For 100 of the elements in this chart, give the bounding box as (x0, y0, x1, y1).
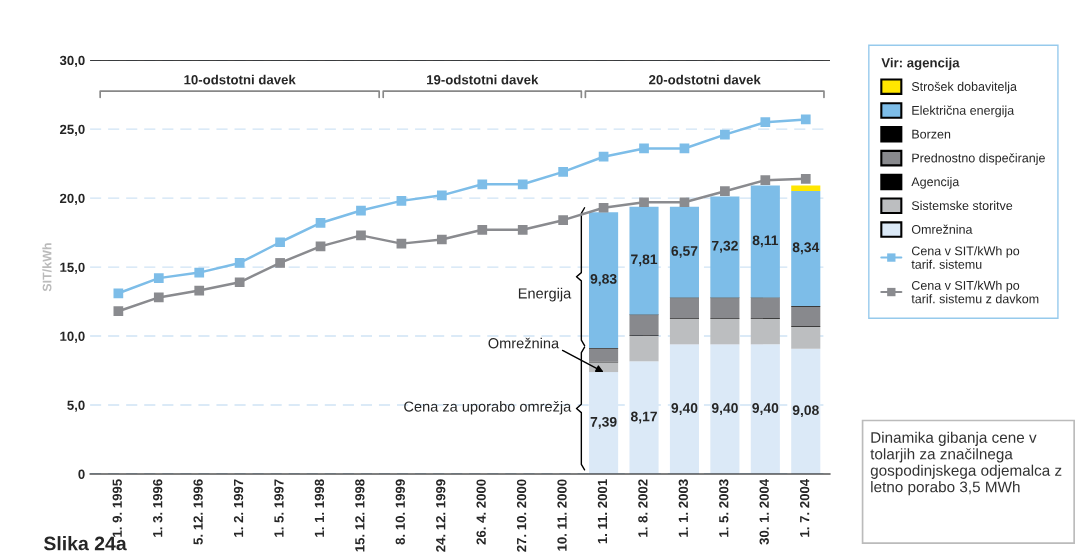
x-tick-label: 27. 10. 2000 (516, 479, 527, 552)
point (194, 267, 205, 278)
legend-title: Vir: agencija (881, 57, 960, 71)
x-tick-label: 1. 3. 1996 (152, 479, 163, 537)
data-label: 8,11 (752, 235, 779, 248)
legend-label: Borzen (912, 129, 951, 139)
point (679, 197, 690, 208)
y-axis-title: SIT/kWh (42, 243, 52, 292)
legend-label: Električna energija (912, 105, 1015, 118)
x-tick-label: 1. 2. 1997 (233, 479, 244, 537)
point (153, 273, 164, 283)
data-label: 9,08 (792, 405, 819, 418)
y-tick-label: 30,0 (59, 55, 85, 67)
point (275, 237, 285, 248)
point (639, 143, 649, 154)
point (113, 306, 124, 317)
y-tick-label: 25,0 (59, 124, 85, 136)
point (234, 258, 245, 268)
legend-label: Omrežnina (911, 224, 973, 234)
bar (710, 298, 740, 319)
point (356, 205, 366, 216)
bar (791, 190, 821, 306)
data-label: 6,57 (671, 246, 698, 258)
x-tick-label: 1. 5. 1997 (274, 479, 284, 537)
point (517, 224, 528, 235)
annotation: 19-odstotni davek (427, 74, 539, 85)
x-tick-label: 1. 7. 2004 (799, 478, 810, 537)
bar (589, 212, 619, 348)
point (356, 230, 366, 241)
point (800, 173, 811, 184)
point (598, 202, 609, 213)
legend-label: Cena v SIT/kWh po tarif. sistemu z davkom (911, 280, 1039, 304)
y-tick-label: 10,0 (60, 331, 85, 343)
x-tick-label: 1. 9. 1995 (112, 479, 122, 537)
x-tick-label: 1. 8. 2002 (638, 479, 648, 537)
bar (629, 315, 659, 336)
data-label: 7,32 (711, 240, 738, 253)
y-tick-label: 0 (78, 469, 85, 479)
data-label: 9,40 (671, 403, 698, 415)
point (760, 117, 771, 128)
point (517, 179, 528, 190)
bar (791, 326, 821, 349)
y-tick-label: 20,0 (59, 193, 85, 205)
bar (629, 335, 659, 362)
annotation: 10-odstotni davek (184, 74, 296, 85)
point (234, 277, 245, 288)
point (113, 288, 124, 299)
bar (710, 196, 740, 298)
point (558, 215, 569, 226)
annotation: Cena za uporabo omrežja (404, 400, 572, 415)
data-label: 9,40 (752, 403, 779, 415)
point (153, 292, 164, 303)
legend-label: Sistemske storitve (911, 200, 1013, 211)
x-tick-label: 24. 12. 1999 (436, 479, 446, 552)
x-tick-label: 1. 1. 2003 (678, 479, 689, 537)
point (720, 186, 730, 197)
x-tick-label: 26. 4. 2000 (476, 479, 486, 545)
data-label: 9,40 (711, 403, 738, 415)
bar (629, 206, 659, 315)
bar (710, 318, 740, 345)
data-label: 8,17 (630, 411, 657, 424)
x-tick-label: 8. 10. 1999 (395, 479, 405, 545)
data-label: 7,39 (590, 416, 617, 429)
point (436, 234, 447, 245)
y-tick-label: 15,0 (60, 262, 85, 274)
x-tick-label: 1. 5. 2003 (719, 479, 729, 537)
point (639, 197, 649, 208)
bar (750, 185, 780, 298)
x-tick-label: 5. 12. 1996 (193, 479, 203, 545)
bar (589, 348, 619, 362)
bar (750, 318, 780, 345)
legend-label: Cena v SIT/kWh po tarif. sistemu (911, 246, 1020, 269)
data-label: 8,34 (792, 242, 820, 255)
point (760, 175, 771, 186)
annotation: Omrežnina (488, 337, 560, 349)
x-tick-label: 10. 11. 2000 (557, 479, 567, 551)
x-tick-label: 30. 1. 2004 (759, 478, 769, 545)
data-label: 9,83 (590, 274, 617, 286)
legend-label: Prednostno dispečiranje (912, 153, 1045, 165)
x-tick-label: 1. 11. 2001 (597, 479, 608, 544)
point (720, 129, 730, 140)
text: Dinamika gibanja cene v tolarjih za značilnega gospodinjskega odjemalca z letno porabo 3,5 MWh (870, 431, 1062, 496)
bar (669, 318, 700, 345)
point (800, 114, 811, 125)
bar (791, 185, 821, 191)
point (275, 258, 285, 268)
legend-label: Agencija (911, 177, 960, 189)
point (558, 167, 569, 177)
point (436, 190, 447, 201)
bar (791, 306, 821, 326)
y-tick-label: 5,0 (67, 400, 85, 412)
x-tick-label: 15. 12. 1998 (355, 479, 365, 552)
point (315, 218, 326, 228)
bar (750, 298, 780, 319)
point (194, 285, 205, 296)
point (477, 224, 488, 235)
annotation: Energija (518, 287, 572, 302)
bar (669, 206, 700, 298)
data-label: 7,81 (631, 254, 658, 267)
x-tick-label: 1. 1. 1998 (314, 479, 325, 537)
